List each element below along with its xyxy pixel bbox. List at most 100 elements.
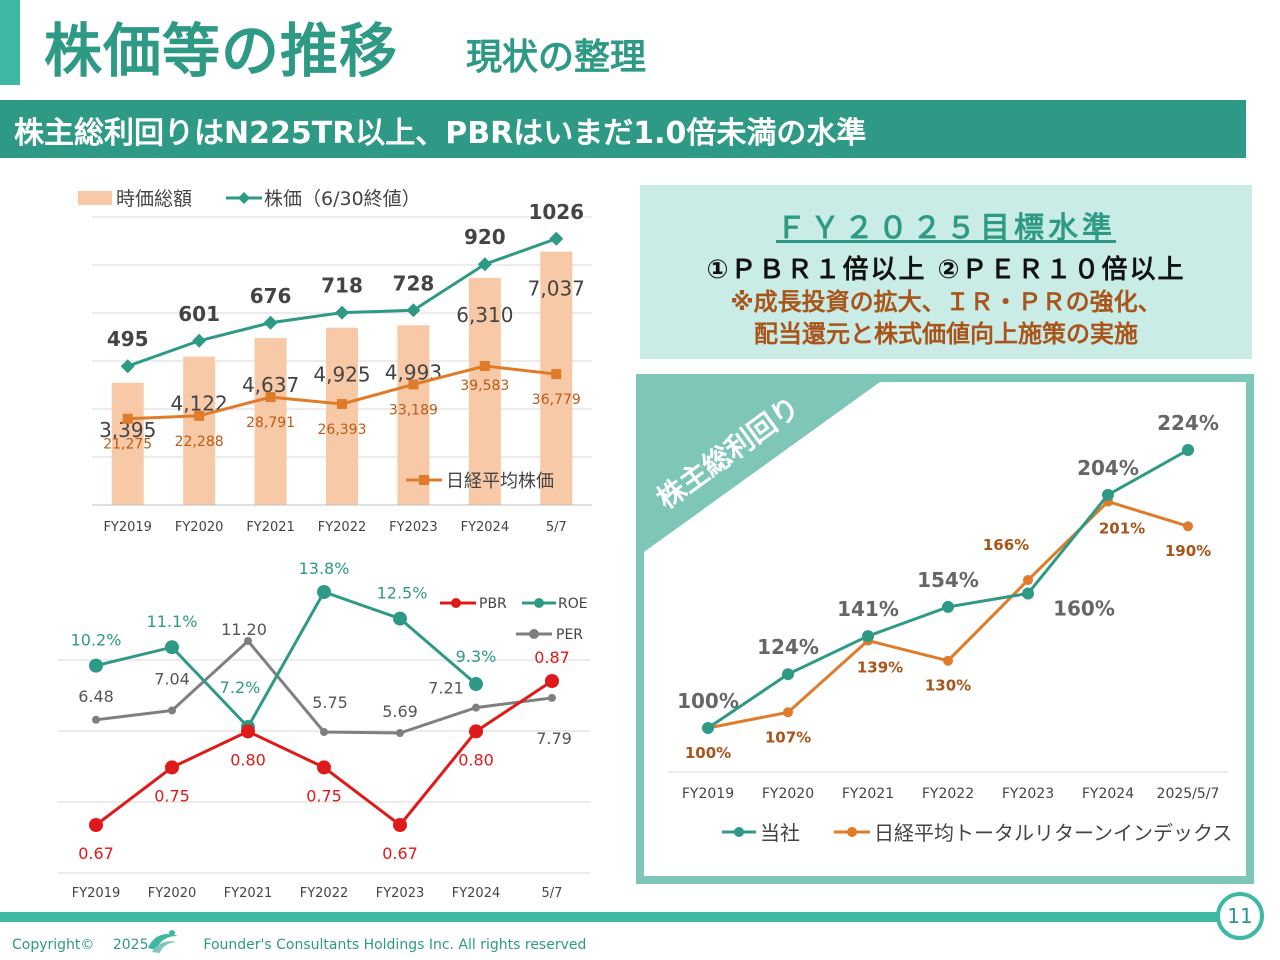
tsr-title-banner bbox=[644, 382, 880, 552]
x-tick-label: FY2021 bbox=[224, 886, 273, 901]
roe-point bbox=[89, 658, 103, 673]
legend-own-label: 当社 bbox=[760, 821, 800, 845]
per-label: 5.69 bbox=[382, 702, 418, 721]
per-point bbox=[472, 703, 480, 712]
title-accent-bar bbox=[0, 0, 20, 85]
own-tsr-label: 204% bbox=[1077, 456, 1139, 480]
pbr-point bbox=[393, 818, 407, 832]
x-tick-label: FY2021 bbox=[246, 520, 295, 535]
page-title: 株価等の推移 bbox=[44, 17, 399, 85]
per-point bbox=[244, 637, 252, 645]
pbr-point bbox=[241, 724, 255, 739]
own-tsr-label: 154% bbox=[917, 568, 979, 592]
roe-label: 7.2% bbox=[220, 678, 261, 697]
nikkei-tr-point bbox=[943, 655, 953, 666]
legend-nikkei-marker bbox=[419, 475, 429, 485]
nikkei-point bbox=[122, 413, 133, 424]
nikkei-point bbox=[408, 379, 419, 390]
legend-nikkei-label: 日経平均株価 bbox=[446, 471, 554, 492]
banner-bar bbox=[0, 100, 1246, 158]
x-tick-label: FY2019 bbox=[72, 886, 121, 901]
target-box: ＦＹ２０２５目標水準 ①ＰＢＲ１倍以上 ②ＰＥＲ１０倍以上 ※成長投資の拡大、Ｉ… bbox=[640, 185, 1252, 359]
legend-pbr-label: PBR bbox=[479, 596, 507, 612]
per-label: 7.04 bbox=[154, 669, 190, 688]
nikkei-point bbox=[479, 361, 490, 372]
price-label: 601 bbox=[178, 302, 220, 326]
x-tick-label: FY2020 bbox=[762, 786, 814, 802]
legend-own-marker bbox=[734, 827, 744, 837]
x-tick-label: FY2021 bbox=[842, 786, 894, 802]
company-name: Founder's Consultants Holdings Inc. All … bbox=[203, 937, 587, 953]
x-tick-label: FY2020 bbox=[148, 886, 197, 901]
per-label: 7.21 bbox=[428, 679, 464, 698]
nikkei-tr-label: 166% bbox=[983, 536, 1029, 554]
x-tick-label: FY2023 bbox=[376, 886, 425, 901]
copyright-year: Copyright© 2025 bbox=[12, 937, 149, 953]
footer-bar bbox=[0, 912, 1220, 922]
legend-bar-label: 時価総額 bbox=[116, 188, 192, 210]
x-tick-label: 2025/5/7 bbox=[1157, 786, 1220, 802]
roe-label: 11.1% bbox=[147, 612, 198, 631]
own-tsr-point bbox=[1022, 587, 1034, 600]
bar-label: 7,037 bbox=[528, 277, 585, 301]
roe-point bbox=[393, 611, 407, 626]
legend-roe-label: ROE bbox=[558, 596, 588, 612]
nikkei-point bbox=[265, 392, 276, 403]
price-point bbox=[406, 303, 421, 318]
legend-nikkei-tr-marker bbox=[847, 827, 857, 837]
own-tsr-point bbox=[862, 630, 874, 643]
x-tick-label: FY2019 bbox=[682, 786, 734, 802]
bar-market-cap bbox=[468, 277, 501, 505]
company-logo-icon bbox=[148, 930, 178, 953]
price-point bbox=[192, 333, 207, 348]
x-tick-label: FY2024 bbox=[452, 886, 501, 901]
bar-market-cap bbox=[183, 356, 216, 505]
price-point bbox=[477, 257, 492, 272]
nikkei-tr-label: 201% bbox=[1099, 520, 1145, 538]
bar-market-cap bbox=[254, 338, 287, 505]
target-line3: 配当還元と株式価値向上施策の実施 bbox=[754, 320, 1138, 348]
pbr-label: 0.87 bbox=[534, 648, 570, 667]
nikkei-tr-label: 100% bbox=[685, 744, 731, 762]
x-tick-label: FY2022 bbox=[300, 886, 349, 901]
bar-market-cap bbox=[111, 382, 144, 505]
banner-text: 株主総利回りはN225TR以上、PBRはいまだ1.0倍未満の水準 bbox=[14, 116, 867, 151]
own-tsr-point bbox=[1182, 444, 1194, 456]
per-point bbox=[320, 727, 328, 736]
nikkei-tr-label: 190% bbox=[1165, 542, 1211, 560]
roe-point bbox=[165, 640, 179, 655]
price-label: 728 bbox=[393, 271, 435, 295]
price-label: 718 bbox=[321, 274, 363, 298]
own-tsr-label: 124% bbox=[757, 635, 819, 659]
own-tsr-label: 100% bbox=[677, 689, 739, 713]
nikkei-label: 28,791 bbox=[246, 415, 295, 431]
x-tick-label: FY2019 bbox=[103, 520, 152, 535]
per-point bbox=[92, 715, 100, 724]
legend-per-label: PER bbox=[556, 627, 583, 643]
pbr-label: 0.75 bbox=[306, 786, 342, 805]
legend-price-label: 株価（6/30終値） bbox=[264, 188, 421, 210]
roe-line bbox=[95, 590, 477, 730]
price-label: 920 bbox=[464, 225, 506, 249]
x-tick-label: FY2020 bbox=[175, 520, 224, 535]
legend-bar-swatch bbox=[78, 191, 112, 205]
own-tsr-point bbox=[702, 722, 714, 734]
own-tsr-label: 141% bbox=[837, 597, 899, 621]
nikkei-tr-label: 130% bbox=[925, 677, 971, 695]
target-line1: ①ＰＢＲ１倍以上 ②ＰＥＲ１０倍以上 bbox=[706, 255, 1186, 285]
roe-label: 12.5% bbox=[377, 584, 428, 603]
nikkei-label: 21,275 bbox=[103, 437, 152, 453]
legend-nikkei-tr-label: 日経平均トータルリターンインデックス bbox=[874, 821, 1232, 845]
nikkei-tr-label: 139% bbox=[857, 659, 903, 677]
page-number: 11 bbox=[1216, 892, 1264, 940]
nikkei-tr-point bbox=[1183, 521, 1193, 532]
price-point bbox=[335, 305, 349, 320]
pbr-label: 0.80 bbox=[230, 750, 266, 769]
bar-market-cap bbox=[326, 327, 358, 505]
legend-roe-marker bbox=[534, 598, 544, 608]
pbr-point bbox=[89, 818, 103, 832]
x-tick-label: FY2024 bbox=[461, 520, 510, 535]
own-tsr-label: 160% bbox=[1053, 596, 1115, 620]
nikkei-label: 26,393 bbox=[318, 422, 367, 438]
price-point bbox=[549, 231, 564, 246]
